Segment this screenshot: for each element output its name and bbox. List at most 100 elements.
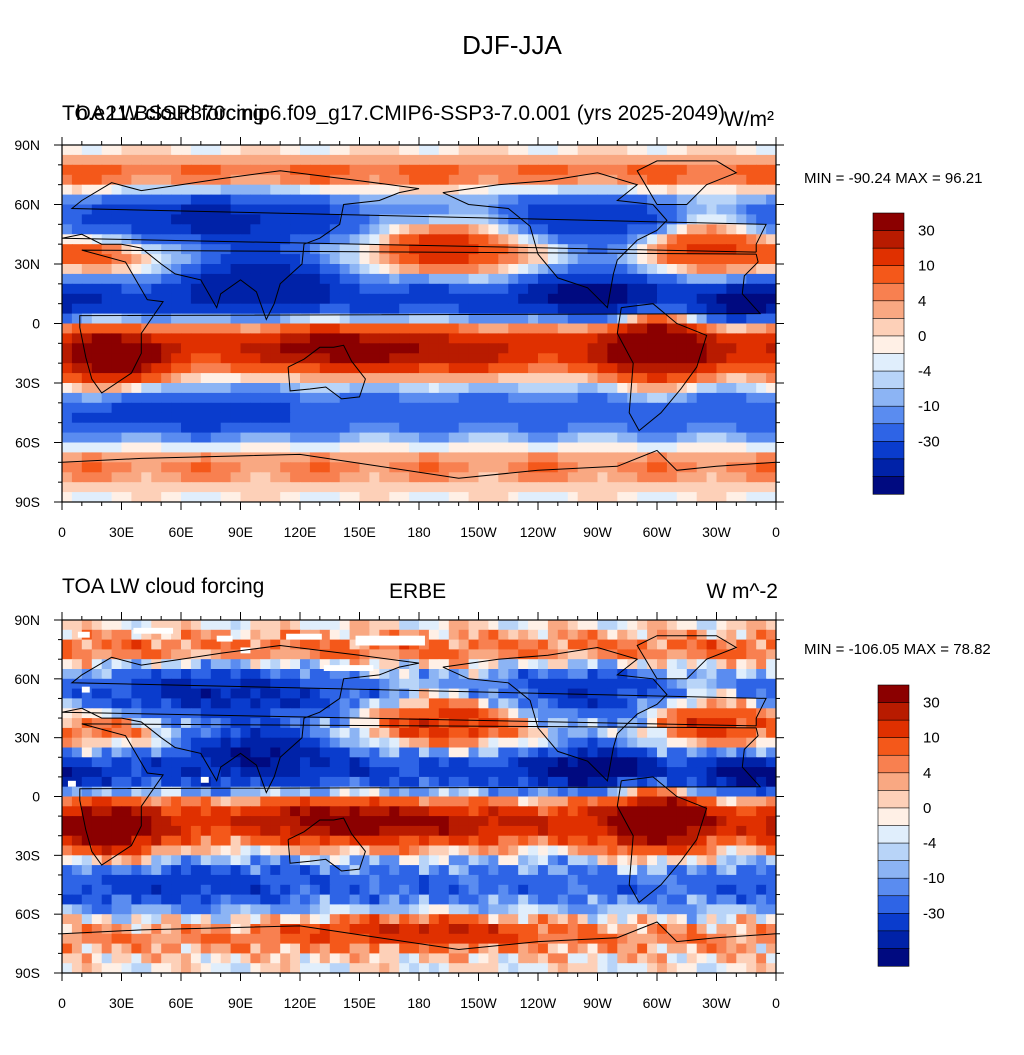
field-cell — [518, 413, 529, 424]
field-cell — [558, 284, 569, 295]
field-cell — [320, 205, 331, 216]
field-cell — [360, 708, 371, 718]
field-cell — [528, 363, 539, 374]
field-cell — [419, 738, 430, 748]
field-cell — [260, 264, 271, 275]
field-cell — [756, 353, 767, 364]
field-cell — [260, 443, 271, 454]
field-cell — [707, 423, 718, 434]
field-cell — [687, 855, 698, 865]
field-cell — [717, 679, 728, 689]
field-cell — [300, 452, 311, 463]
colorbar-label: 30 — [918, 223, 935, 240]
field-cell — [290, 195, 301, 206]
field-cell — [330, 214, 341, 225]
field-cell — [568, 904, 579, 914]
field-cell — [320, 777, 331, 787]
field-cell — [280, 757, 291, 767]
field-cell — [736, 738, 747, 748]
field-cell — [280, 904, 291, 914]
field-cell — [270, 403, 281, 414]
field-cell — [92, 195, 103, 206]
field-cell — [439, 175, 450, 186]
field-cell — [548, 630, 559, 640]
field-cell — [399, 649, 410, 659]
field-cell — [647, 728, 658, 738]
field-cell — [389, 452, 400, 463]
field-cell — [330, 472, 341, 483]
field-cell — [320, 797, 331, 807]
field-cell — [350, 816, 361, 826]
field-cell — [518, 846, 529, 856]
field-cell — [707, 195, 718, 206]
field-cell — [558, 462, 569, 473]
field-cell — [399, 383, 410, 394]
field-cell — [399, 904, 410, 914]
field-cell — [290, 165, 301, 176]
field-cell — [508, 855, 519, 865]
field-cell — [92, 155, 103, 166]
field-cell — [211, 165, 222, 176]
field-cell — [270, 914, 281, 924]
field-cell — [62, 669, 73, 679]
field-cell — [637, 757, 648, 767]
field-cell — [131, 777, 142, 787]
field-cell — [667, 914, 678, 924]
field-cell — [508, 738, 519, 748]
field-cell — [637, 284, 648, 295]
field-cell — [756, 708, 767, 718]
field-cell — [717, 620, 728, 630]
field-cell — [250, 875, 261, 885]
field-cell — [300, 433, 311, 444]
field-cell — [726, 244, 737, 255]
field-cell — [469, 185, 480, 196]
field-cell — [102, 195, 113, 206]
field-cell — [528, 185, 539, 196]
field-cell — [479, 214, 490, 225]
field-cell — [558, 816, 569, 826]
field-cell — [578, 363, 589, 374]
field-cell — [201, 324, 212, 335]
field-cell — [538, 343, 549, 354]
field-cell — [369, 855, 380, 865]
field-cell — [112, 767, 123, 777]
field-cell — [647, 234, 658, 245]
field-cell — [439, 452, 450, 463]
field-cell — [439, 914, 450, 924]
field-cell — [112, 855, 123, 865]
field-cell — [568, 482, 579, 493]
field-cell — [171, 492, 182, 503]
field-cell — [201, 895, 212, 905]
field-cell — [419, 816, 430, 826]
field-cell — [766, 363, 777, 374]
field-cell — [677, 452, 688, 463]
field-cell — [82, 363, 93, 374]
field-cell — [578, 679, 589, 689]
field-cell — [449, 224, 460, 235]
field-cell — [479, 797, 490, 807]
field-cell — [498, 846, 509, 856]
field-cell — [617, 640, 628, 650]
field-cell — [488, 324, 499, 335]
field-cell — [72, 865, 83, 875]
field-cell — [250, 304, 261, 315]
field-cell — [756, 885, 767, 895]
field-cell — [578, 443, 589, 454]
field-cell — [241, 284, 252, 295]
field-cell — [191, 433, 202, 444]
field-cell — [92, 797, 103, 807]
field-cell — [270, 462, 281, 473]
field-cell — [479, 462, 490, 473]
field-cell — [409, 254, 420, 265]
field-cell — [558, 846, 569, 856]
field-cell — [72, 205, 83, 216]
field-cell — [578, 728, 589, 738]
field-cell — [518, 904, 529, 914]
field-cell — [578, 254, 589, 265]
field-cell — [498, 836, 509, 846]
field-cell — [360, 492, 371, 503]
field-cell — [102, 145, 113, 156]
field-cell — [369, 728, 380, 738]
field-cell — [726, 492, 737, 503]
field-cell — [617, 452, 628, 463]
